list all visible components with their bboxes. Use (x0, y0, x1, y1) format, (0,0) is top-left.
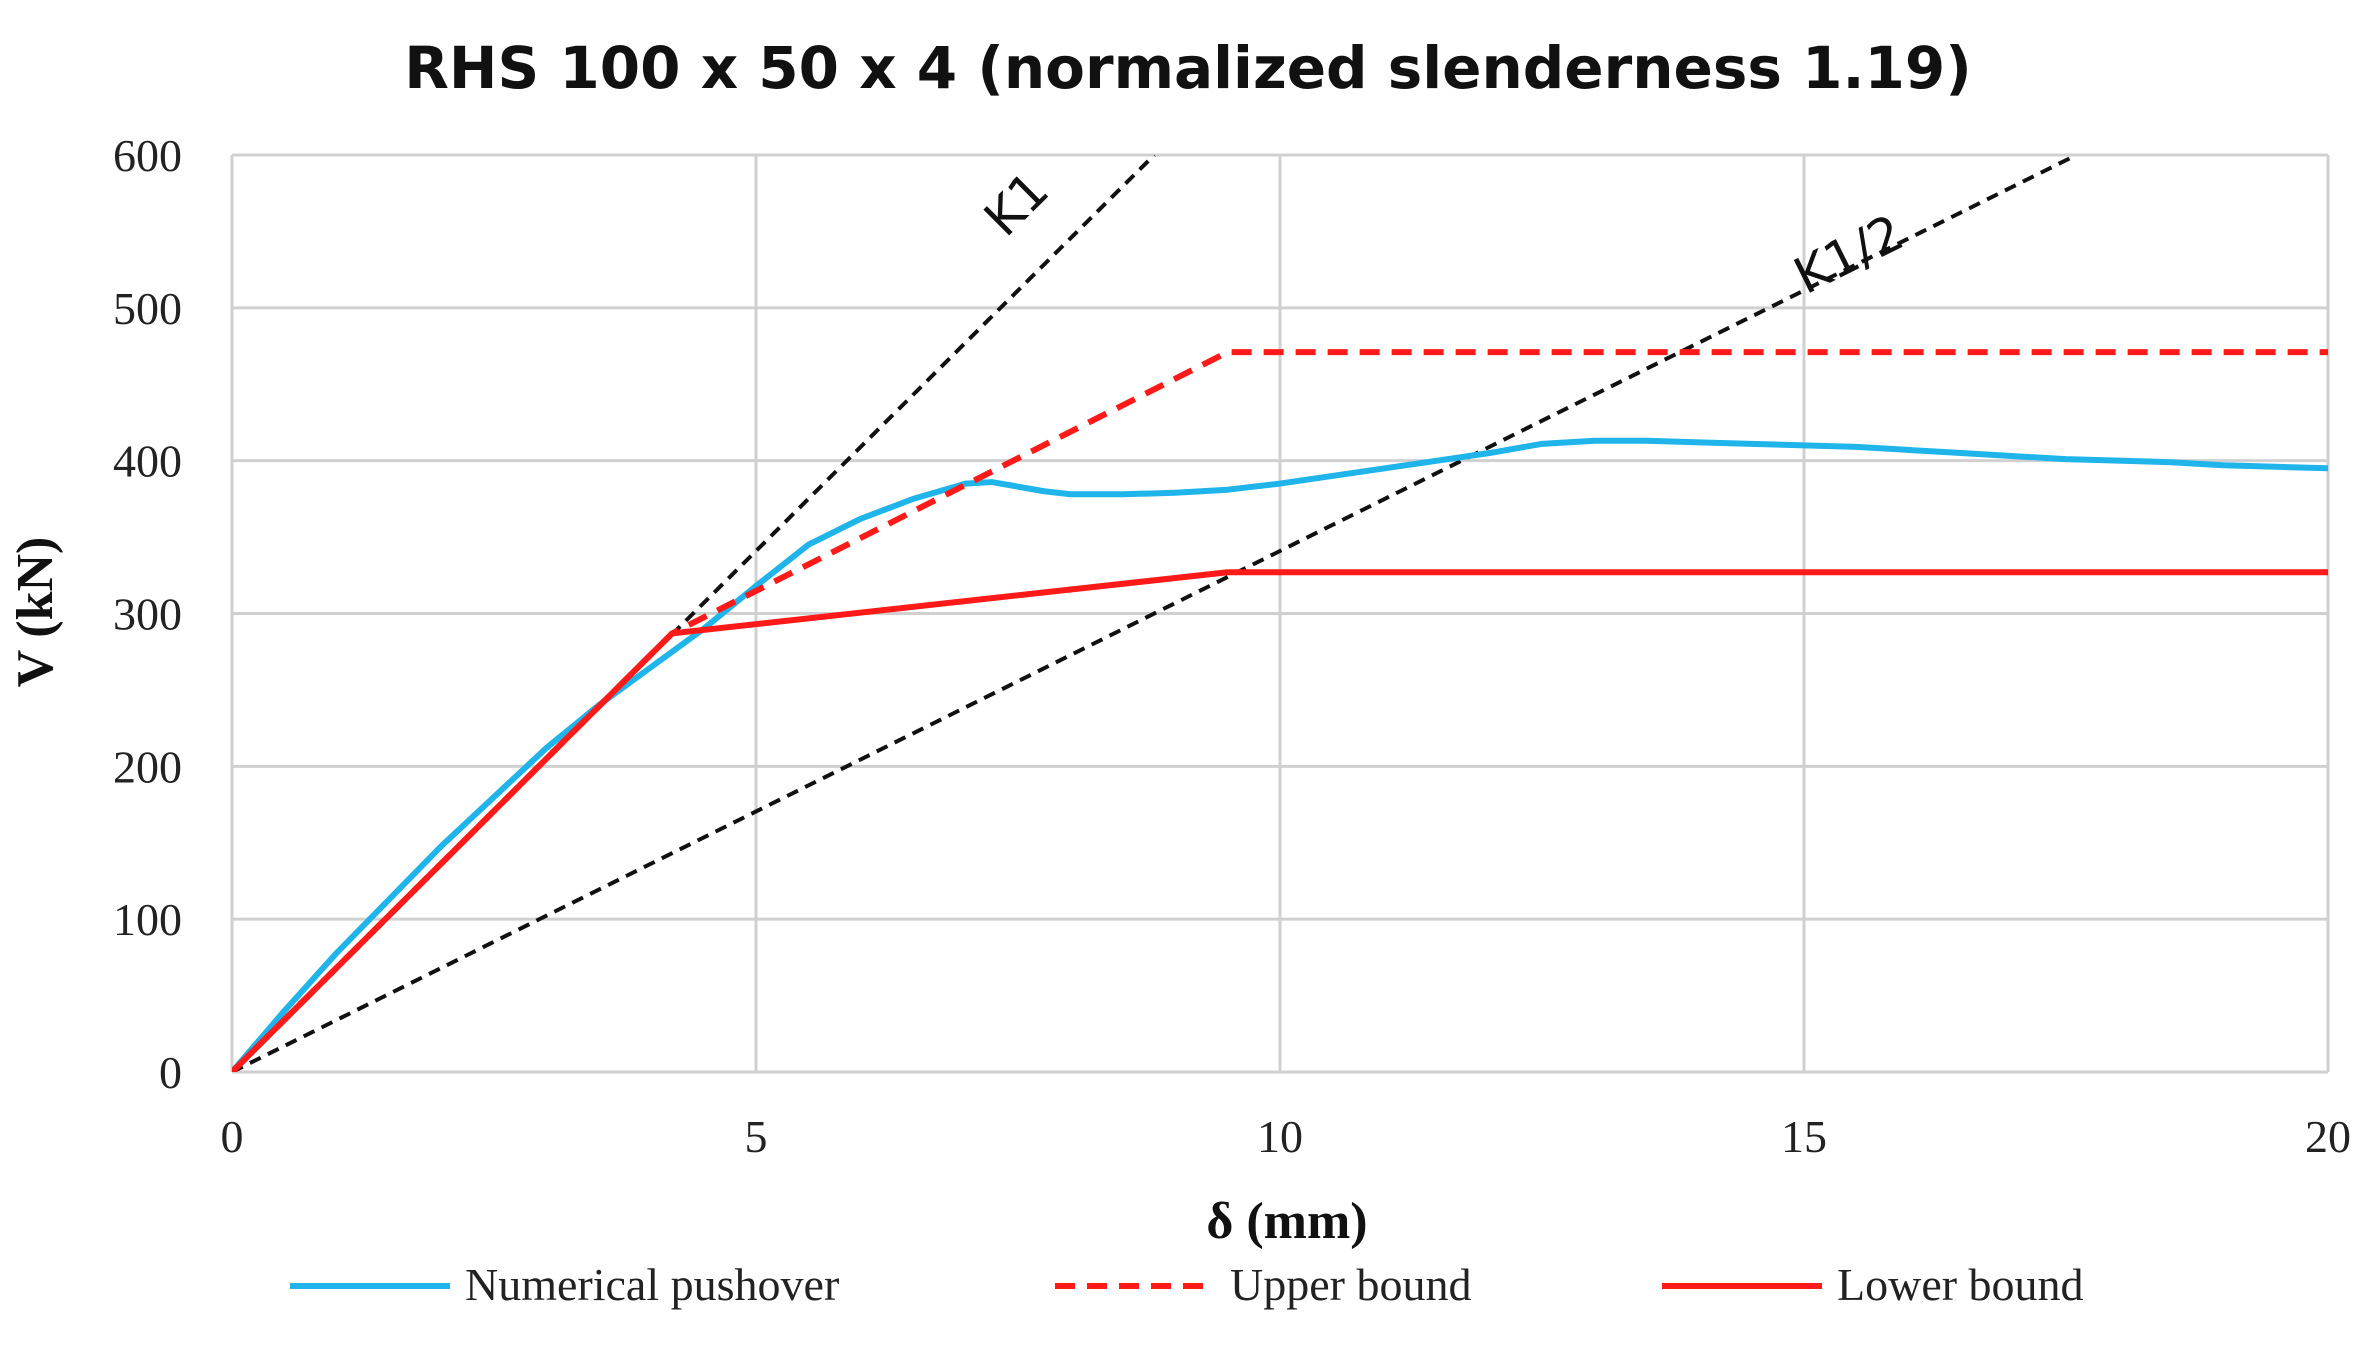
series-line-lower-bound (232, 569, 2328, 1072)
y-tick-label-600: 600 (113, 130, 182, 181)
legend-label-numerical-pushover: Numerical pushover (465, 1259, 839, 1310)
legend-label-lower-bound: Lower bound (1837, 1259, 2084, 1310)
gridlines (230, 153, 2330, 1074)
x-axis-label: δ (mm) (1206, 1193, 1367, 1250)
x-tick-label-0: 0 (221, 1111, 244, 1162)
series-line-upper-bound (232, 349, 2328, 1072)
x-tick-label-15: 15 (1781, 1111, 1827, 1162)
x-tick-label-20: 20 (2305, 1111, 2351, 1162)
reference-line-k1-2 (232, 155, 2078, 1072)
tick-labels: 0 100 200 300 400 500 600 0 5 10 15 20 (113, 130, 2351, 1162)
y-tick-label-400: 400 (113, 436, 182, 487)
y-axis-label: V (kN) (7, 537, 64, 688)
y-tick-label-200: 200 (113, 741, 182, 792)
x-tick-label-10: 10 (1257, 1111, 1303, 1162)
legend: Numerical pushover Upper bound Lower bound (290, 1259, 2084, 1310)
legend-label-upper-bound: Upper bound (1230, 1259, 1471, 1310)
x-tick-label-5: 5 (745, 1111, 768, 1162)
y-tick-label-100: 100 (113, 894, 182, 945)
annotation-k1: K1 (973, 161, 1060, 248)
reference-lines (232, 155, 2078, 1072)
reference-line-k1 (232, 155, 1156, 1072)
chart-title: RHS 100 x 50 x 4 (normalized slenderness… (404, 34, 1971, 102)
y-tick-label-300: 300 (113, 589, 182, 640)
y-tick-label-0: 0 (159, 1047, 182, 1098)
series-lines (232, 349, 2328, 1072)
y-tick-label-500: 500 (113, 283, 182, 334)
